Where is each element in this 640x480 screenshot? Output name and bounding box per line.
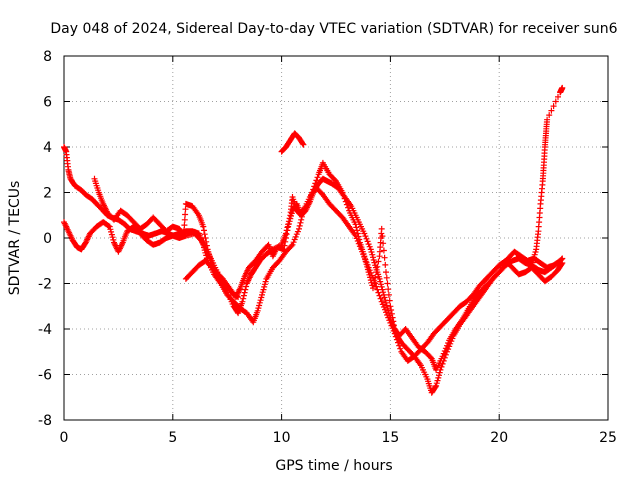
y-tick-label: 2 [43, 186, 52, 202]
data-points [61, 84, 566, 396]
y-tick-label: 8 [43, 49, 52, 65]
y-tick-label: -2 [38, 277, 52, 293]
y-tick-label: 6 [43, 95, 52, 111]
y-tick-label: -4 [38, 322, 52, 338]
y-tick-label: 4 [43, 140, 52, 156]
chart-title: Day 048 of 2024, Sidereal Day-to-day VTE… [50, 21, 617, 37]
grid [64, 56, 608, 420]
x-tick-label: 10 [273, 430, 291, 446]
x-tick-label: 15 [381, 430, 399, 446]
data-markers [61, 84, 566, 396]
ticks: 0 5 10 15 20 25 -8 -6 -4 -2 0 2 4 6 8 [38, 49, 617, 446]
x-tick-label: 20 [490, 430, 508, 446]
x-tick-label: 0 [60, 430, 69, 446]
y-tick-label: 0 [43, 231, 52, 247]
x-tick-label: 25 [599, 430, 617, 446]
y-axis-label: SDTVAR / TECUs [7, 181, 23, 296]
x-axis-label: GPS time / hours [275, 458, 392, 474]
y-tick-label: -6 [38, 368, 52, 384]
x-tick-label: 5 [168, 430, 177, 446]
y-tick-label: -8 [38, 413, 52, 429]
